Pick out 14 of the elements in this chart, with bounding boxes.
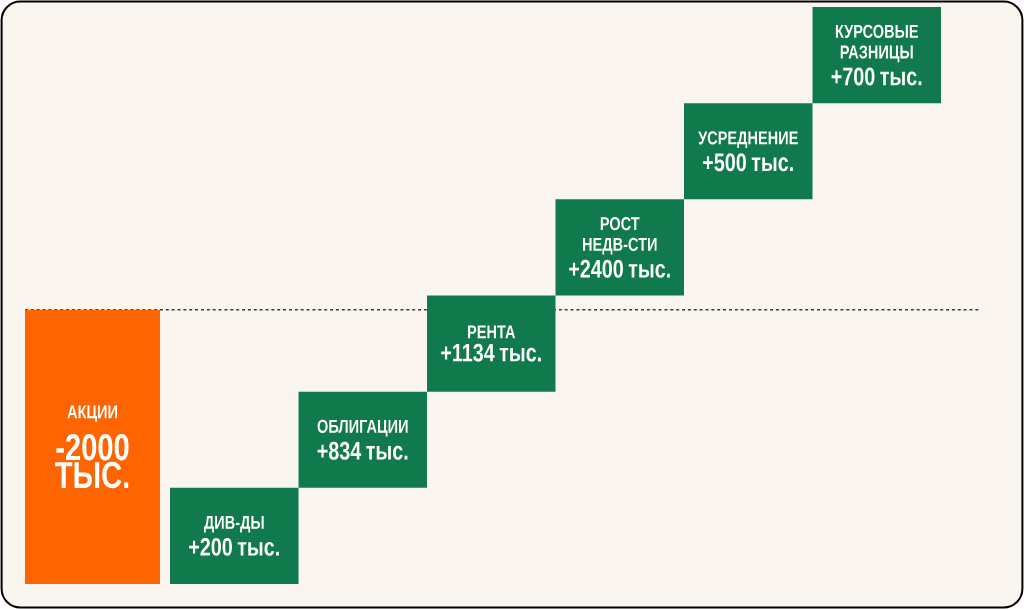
category-label: КУРСОВЫЕ РАЗНИЦЫ — [835, 24, 918, 63]
category-label: АКЦИИ — [67, 405, 118, 423]
category-label: ОБЛИГАЦИИ — [317, 419, 408, 437]
category-label: РЕНТА — [468, 325, 516, 339]
data-label: -2000 ТЫС. — [55, 434, 129, 489]
data-label: +500 тыс. — [703, 153, 793, 172]
data-label: +1134 тыс. — [441, 343, 541, 362]
category-label: РОСТ НЕДВ-СТИ — [583, 217, 657, 255]
data-label: +2400 тыс. — [569, 259, 670, 278]
category-label: ДИВ-ДЫ — [203, 516, 264, 533]
data-label: +700 тыс. — [831, 67, 922, 86]
category-label: УСРЕДНЕНИЕ — [698, 131, 798, 148]
data-label: +834 тыс. — [317, 441, 408, 460]
data-label: +200 тыс. — [189, 537, 279, 556]
